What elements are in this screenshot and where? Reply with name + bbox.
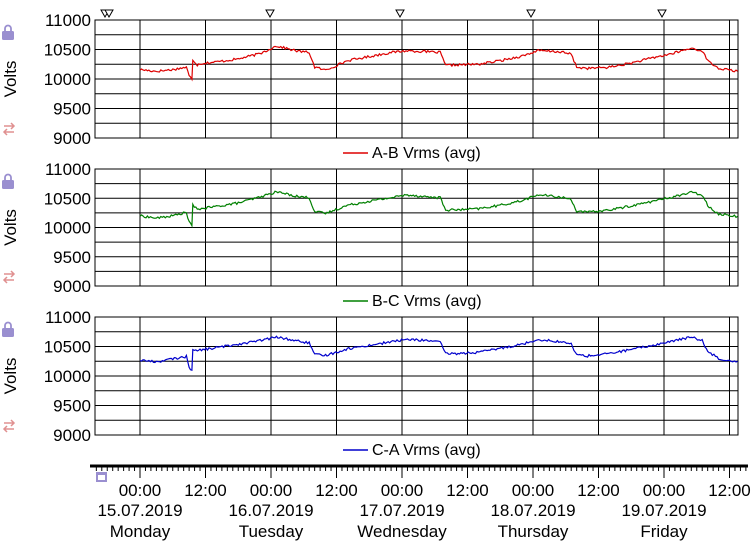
triangle-marker-icon[interactable] (657, 9, 667, 19)
lock-icon[interactable] (2, 24, 14, 41)
x-time-label: 12:00 (577, 481, 620, 500)
x-day-label: Thursday (498, 522, 569, 541)
plot-frame (94, 19, 739, 139)
chart-panel-2: 11000 10500 10000 9500 9000 Volts B-C Vrms (av… (1, 160, 739, 310)
y-axis-label: Volts (1, 358, 20, 395)
x-date-label: 17.07.2019 (359, 501, 444, 520)
x-time-label: 12:00 (708, 481, 751, 500)
y-tick-label: 11000 (45, 308, 91, 327)
y-tick-label: 11000 (45, 11, 91, 30)
y-axis-label: Volts (1, 209, 20, 246)
y-tick-label: 9500 (53, 100, 91, 119)
x-time-label: 12:00 (446, 481, 489, 500)
x-date-label: 19.07.2019 (621, 501, 706, 520)
y-tick-label: 9000 (53, 277, 91, 296)
y-tick-label: 10000 (44, 70, 91, 89)
plot-frame (94, 316, 739, 436)
x-time-label: 00:00 (119, 481, 162, 500)
y-tick-label: 10000 (44, 219, 91, 238)
x-time-label: 00:00 (512, 481, 555, 500)
lock-icon[interactable] (2, 321, 14, 338)
chart-panel-1: 11000 10500 10000 9500 9000 Volts A-B Vrms (av… (1, 11, 739, 162)
legend-label: B-C Vrms (avg) (372, 293, 482, 310)
y-axis-label: Volts (1, 61, 20, 98)
y-tick-label: 11000 (45, 160, 91, 179)
x-date-label: 18.07.2019 (490, 501, 575, 520)
top-event-markers (100, 9, 667, 19)
x-time-label: 00:00 (250, 481, 293, 500)
x-day-label: Friday (640, 522, 688, 541)
series-line (139, 335, 738, 371)
triangle-marker-icon[interactable] (526, 9, 536, 19)
series-line (139, 190, 738, 228)
x-day-label: Tuesday (239, 522, 304, 541)
triangle-marker-icon[interactable] (104, 9, 114, 19)
series-line (139, 45, 739, 82)
chart-panel-3: 11000 10500 10000 9500 9000 Volts C-A Vrms (av… (1, 308, 739, 459)
x-time-label: 12:00 (315, 481, 358, 500)
triangle-marker-icon[interactable] (265, 9, 275, 19)
legend-label: C-A Vrms (avg) (372, 442, 481, 459)
x-time-label: 12:00 (184, 481, 227, 500)
y-tick-label: 10000 (44, 367, 91, 386)
y-tick-label: 9000 (53, 129, 91, 148)
calendar-icon[interactable] (96, 472, 107, 482)
y-tick-label: 9000 (53, 426, 91, 445)
y-tick-label: 10500 (44, 338, 91, 357)
x-time-label: 00:00 (643, 481, 686, 500)
swap-icon[interactable] (2, 270, 16, 284)
plot-frame (94, 168, 739, 287)
x-date-label: 16.07.2019 (228, 501, 313, 520)
legend-label: A-B Vrms (avg) (372, 145, 481, 162)
x-day-label: Monday (110, 522, 171, 541)
x-time-label: 00:00 (381, 481, 424, 500)
y-tick-label: 9500 (53, 397, 91, 416)
swap-icon[interactable] (2, 419, 16, 433)
triangle-marker-icon[interactable] (395, 9, 405, 19)
y-tick-label: 10500 (44, 189, 91, 208)
x-date-label: 15.07.2019 (97, 501, 182, 520)
swap-icon[interactable] (2, 122, 16, 136)
y-tick-label: 9500 (53, 248, 91, 267)
x-day-label: Wednesday (357, 522, 447, 541)
y-tick-label: 10500 (44, 41, 91, 60)
lock-icon[interactable] (2, 173, 14, 190)
